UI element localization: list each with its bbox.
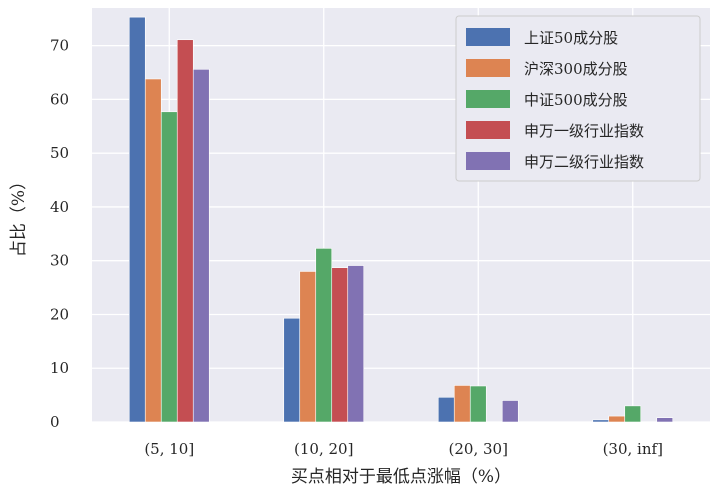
legend-swatch xyxy=(466,152,510,170)
bar xyxy=(192,68,210,423)
bar xyxy=(437,396,455,423)
legend-swatch xyxy=(466,59,510,77)
y-tick-label: 70 xyxy=(50,37,69,55)
x-tick-label: (5, 10] xyxy=(144,440,194,458)
bar xyxy=(176,39,194,423)
bar xyxy=(592,419,610,423)
y-axis-title: 占比（%） xyxy=(9,173,29,257)
bar xyxy=(624,405,642,423)
bar xyxy=(501,400,519,423)
bar xyxy=(469,385,487,423)
y-tick-label: 0 xyxy=(50,413,60,431)
bar xyxy=(144,78,162,423)
y-tick-label: 50 xyxy=(50,144,69,162)
bar xyxy=(331,267,349,423)
x-tick-labels: (5, 10] (10, 20] (20, 30] (30, inf] xyxy=(144,440,663,458)
y-tick-label: 40 xyxy=(50,198,69,216)
bar xyxy=(160,111,178,423)
y-tick-label: 30 xyxy=(50,252,69,270)
legend-label: 申万一级行业指数 xyxy=(524,122,644,140)
legend-label: 上证50成分股 xyxy=(524,29,618,47)
x-tick-label: (20, 30] xyxy=(449,440,508,458)
y-tick-labels: 0 10 20 30 40 50 60 70 xyxy=(50,37,69,431)
bar xyxy=(283,317,301,423)
legend-label: 中证500成分股 xyxy=(524,91,628,109)
x-tick-label: (30, inf] xyxy=(603,440,663,458)
y-tick-label: 60 xyxy=(50,90,69,108)
x-axis-title: 买点相对于最低点涨幅（%） xyxy=(291,467,511,487)
bar xyxy=(347,265,365,423)
bar xyxy=(299,271,317,423)
bars xyxy=(128,16,674,423)
bar xyxy=(315,248,333,423)
x-tick-label: (10, 20] xyxy=(294,440,353,458)
y-tick-label: 10 xyxy=(50,359,69,377)
bar xyxy=(656,417,674,423)
bar xyxy=(128,16,146,423)
legend-box xyxy=(455,15,701,182)
legend-label: 沪深300成分股 xyxy=(524,60,628,78)
legend-swatch xyxy=(466,28,510,46)
legend-label: 申万二级行业指数 xyxy=(524,153,644,171)
legend-swatch xyxy=(466,121,510,139)
bar xyxy=(608,415,626,423)
bar xyxy=(453,385,471,423)
y-tick-label: 20 xyxy=(50,305,69,323)
legend-swatch xyxy=(466,90,510,108)
